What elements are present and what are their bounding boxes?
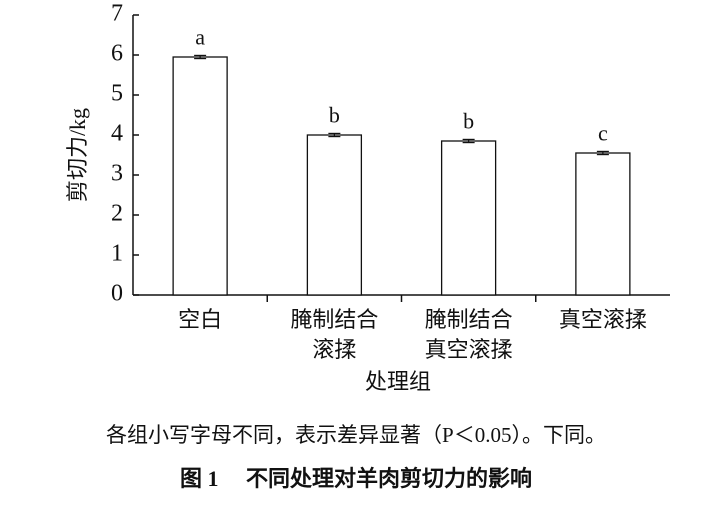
y-axis-label: 剪切力/kg	[65, 108, 90, 202]
y-tick-label: 4	[111, 121, 123, 147]
x-axis-label: 处理组	[365, 369, 431, 394]
bar	[440, 140, 497, 296]
y-tick-label: 3	[111, 161, 123, 187]
x-tick-label: 空白	[178, 307, 222, 332]
significance-letter: b	[329, 102, 340, 127]
y-tick-label: 6	[111, 41, 123, 67]
bar	[306, 134, 363, 296]
x-tick-label: 真空滚揉	[425, 337, 513, 362]
y-tick-label: 0	[111, 281, 123, 307]
significance-letter: c	[598, 120, 608, 145]
x-tick-label: 真空滚揉	[559, 307, 647, 332]
note: 各组小写字母不同，表示差异显著（P＜0.05）。下同。	[106, 423, 606, 447]
bar	[172, 56, 228, 296]
x-tick-label: 腌制结合	[290, 307, 378, 332]
y-tick-label: 7	[111, 1, 123, 27]
caption: 图 1 不同处理对羊肉剪切力的影响	[180, 466, 532, 491]
significance-letter: b	[463, 108, 474, 133]
y-tick-label: 5	[111, 81, 123, 107]
significance-letter: a	[195, 24, 205, 49]
bar	[575, 152, 631, 296]
x-tick-label: 腌制结合	[425, 307, 513, 332]
y-tick-label: 1	[111, 241, 123, 267]
x-tick-label: 滚揉	[312, 337, 356, 362]
y-tick-label: 2	[111, 201, 123, 227]
